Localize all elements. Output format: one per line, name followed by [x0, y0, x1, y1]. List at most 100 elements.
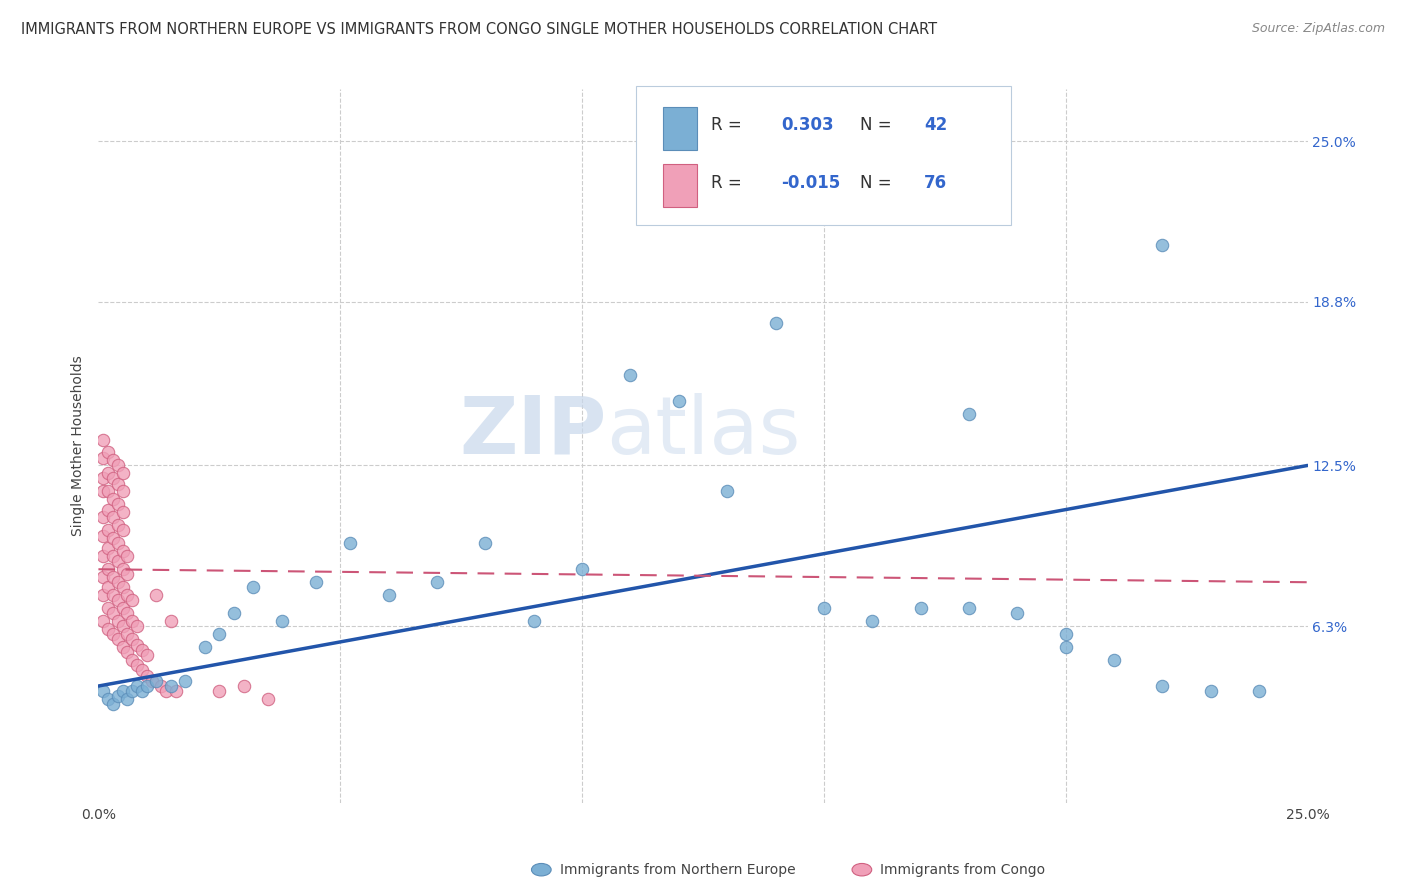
Point	[111, 684, 134, 698]
Point	[91, 450, 114, 465]
Point	[208, 684, 231, 698]
Point	[107, 497, 129, 511]
Point	[101, 510, 124, 524]
Point	[101, 588, 124, 602]
Point	[127, 658, 149, 673]
Point	[1152, 679, 1174, 693]
Point	[107, 614, 129, 628]
Point	[107, 690, 129, 704]
Point	[107, 632, 129, 647]
Point	[101, 531, 124, 545]
FancyBboxPatch shape	[664, 164, 697, 207]
Point	[111, 544, 134, 558]
Point	[91, 433, 114, 447]
Point	[111, 601, 134, 615]
Point	[910, 601, 932, 615]
Text: Source: ZipAtlas.com: Source: ZipAtlas.com	[1251, 22, 1385, 36]
Point	[668, 393, 690, 408]
Point	[571, 562, 593, 576]
Point	[107, 476, 129, 491]
Point	[117, 588, 139, 602]
Point	[121, 614, 143, 628]
Point	[619, 368, 641, 382]
Point	[111, 581, 134, 595]
Point	[117, 627, 139, 641]
FancyBboxPatch shape	[637, 86, 1011, 225]
Point	[145, 673, 167, 688]
Point	[135, 679, 157, 693]
Point	[194, 640, 217, 654]
FancyBboxPatch shape	[664, 107, 697, 150]
Point	[107, 554, 129, 568]
Point	[101, 471, 124, 485]
Point	[111, 467, 134, 481]
Point	[208, 627, 231, 641]
Text: Immigrants from Congo: Immigrants from Congo	[880, 863, 1045, 877]
Point	[957, 601, 980, 615]
Point	[121, 632, 143, 647]
Point	[1152, 238, 1174, 252]
Point	[1054, 640, 1077, 654]
Point	[426, 575, 449, 590]
Point	[141, 673, 163, 688]
Point	[305, 575, 328, 590]
Point	[107, 518, 129, 533]
Point	[91, 614, 114, 628]
Point	[165, 684, 187, 698]
Point	[91, 510, 114, 524]
Point	[111, 505, 134, 519]
Point	[135, 668, 157, 682]
Point	[127, 679, 149, 693]
Point	[91, 684, 114, 698]
Point	[107, 536, 129, 550]
Point	[127, 619, 149, 633]
Point	[111, 484, 134, 499]
Point	[765, 316, 787, 330]
Text: 76: 76	[924, 175, 948, 193]
Point	[107, 575, 129, 590]
Point	[813, 601, 835, 615]
Point	[91, 484, 114, 499]
Point	[145, 588, 167, 602]
Point	[91, 528, 114, 542]
Text: atlas: atlas	[606, 392, 800, 471]
Point	[716, 484, 738, 499]
Point	[107, 593, 129, 607]
Point	[377, 588, 399, 602]
Point	[127, 638, 149, 652]
Point	[957, 407, 980, 421]
Point	[1249, 684, 1271, 698]
Point	[121, 593, 143, 607]
Point	[1007, 607, 1029, 621]
Point	[150, 679, 173, 693]
Point	[135, 648, 157, 662]
Point	[107, 458, 129, 473]
Point	[111, 640, 134, 654]
Point	[101, 492, 124, 507]
Point	[131, 684, 153, 698]
Point	[101, 570, 124, 584]
Point	[242, 581, 264, 595]
Text: R =: R =	[711, 175, 748, 193]
Point	[97, 581, 120, 595]
Point	[101, 607, 124, 621]
Point	[271, 614, 294, 628]
Point	[101, 697, 124, 711]
Point	[97, 524, 120, 538]
Point	[91, 588, 114, 602]
Point	[1199, 684, 1222, 698]
Text: N =: N =	[860, 175, 897, 193]
Point	[160, 679, 183, 693]
Text: -0.015: -0.015	[782, 175, 841, 193]
Point	[339, 536, 361, 550]
Point	[97, 467, 120, 481]
Point	[155, 684, 177, 698]
Point	[1054, 627, 1077, 641]
Point	[97, 601, 120, 615]
Point	[97, 445, 120, 459]
Point	[121, 653, 143, 667]
Point	[91, 549, 114, 564]
Point	[97, 692, 120, 706]
Text: 0.303: 0.303	[782, 116, 834, 134]
Point	[97, 622, 120, 636]
